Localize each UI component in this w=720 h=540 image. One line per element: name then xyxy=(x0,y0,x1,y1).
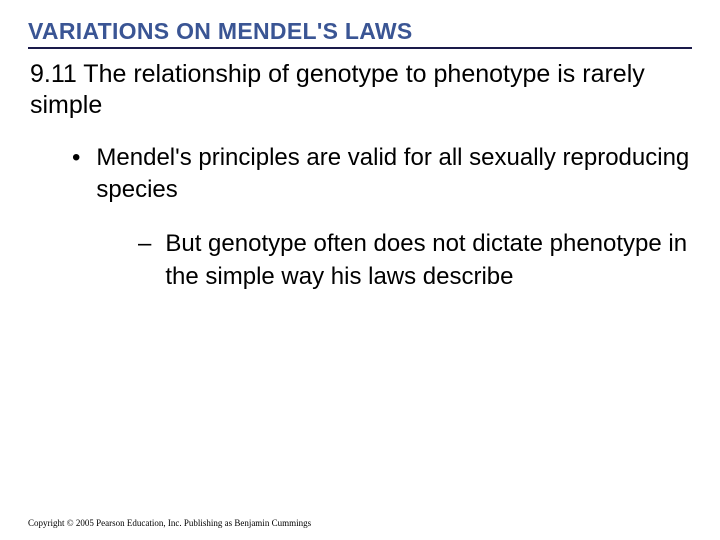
bullet-l2-marker: – xyxy=(138,228,151,260)
bullet-level-2: – But genotype often does not dictate ph… xyxy=(28,228,692,293)
section-header: VARIATIONS ON MENDEL'S LAWS xyxy=(28,18,692,49)
bullet-l2-text: But genotype often does not dictate phen… xyxy=(165,228,692,293)
slide-container: VARIATIONS ON MENDEL'S LAWS 9.11 The rel… xyxy=(0,0,720,540)
bullet-l1-text: Mendel's principles are valid for all se… xyxy=(96,142,692,207)
bullet-level-1: • Mendel's principles are valid for all … xyxy=(28,142,692,207)
section-header-text: VARIATIONS ON MENDEL'S LAWS xyxy=(28,18,692,45)
copyright-notice: Copyright © 2005 Pearson Education, Inc.… xyxy=(28,518,311,528)
subsection-title: 9.11 The relationship of genotype to phe… xyxy=(28,59,692,122)
bullet-l1-marker: • xyxy=(72,142,80,174)
